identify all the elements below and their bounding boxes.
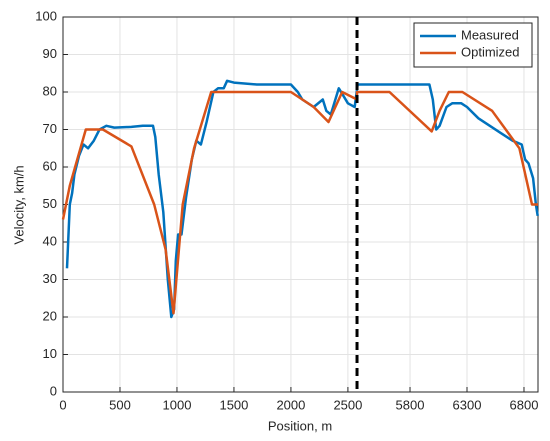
y-tick-label: 10 — [43, 346, 57, 361]
series-line — [65, 79, 539, 319]
x-tick-label: 2000 — [276, 397, 305, 412]
x-tick-label: 6800 — [510, 397, 539, 412]
x-tick-label: 500 — [109, 397, 131, 412]
y-tick-label: 90 — [43, 46, 57, 61]
legend-box — [413, 22, 533, 68]
x-tick-label: 2500 — [333, 397, 362, 412]
legend-label: Measured — [461, 27, 519, 42]
y-tick-label: 20 — [43, 308, 57, 323]
y-tick-label: 80 — [43, 83, 57, 98]
y-tick-label: 30 — [43, 271, 57, 286]
y-axis-label: Velocity, km/h — [11, 165, 26, 244]
y-tick-label: 0 — [50, 383, 57, 398]
legend-label: Optimized — [461, 44, 520, 59]
y-tick-label: 70 — [43, 121, 57, 136]
x-tick-label: 1500 — [219, 397, 248, 412]
series-line — [61, 90, 538, 315]
legend: Measured Optimized — [413, 22, 533, 68]
y-tick-label: 60 — [43, 158, 57, 173]
y-tick-label: 100 — [35, 8, 57, 23]
x-tick-label: 0 — [59, 397, 66, 412]
x-tick-label: 6300 — [453, 397, 482, 412]
y-tick-label: 50 — [43, 196, 57, 211]
x-tick-label: 5800 — [396, 397, 425, 412]
x-tick-label: 1000 — [163, 397, 192, 412]
x-axis-label: Position, m — [268, 418, 332, 433]
y-tick-label: 40 — [43, 233, 57, 248]
